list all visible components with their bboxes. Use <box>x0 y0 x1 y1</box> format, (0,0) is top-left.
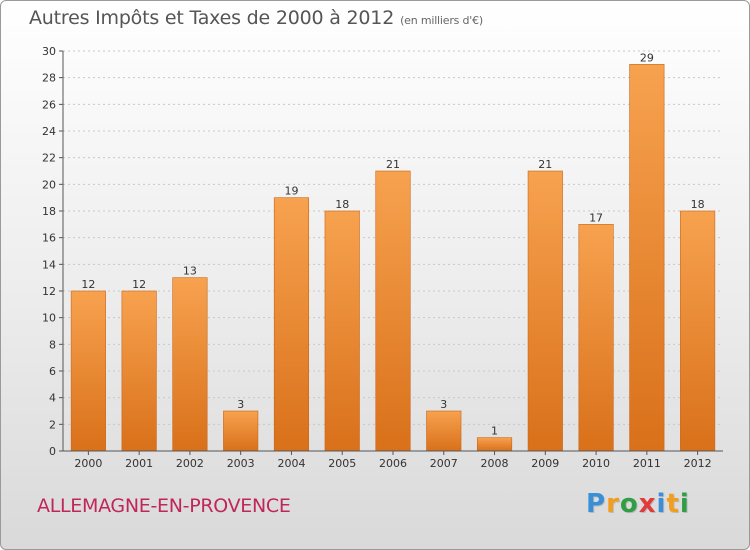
bar <box>375 170 411 452</box>
bar-value-label: 12 <box>81 278 95 291</box>
bar-value-label: 29 <box>640 51 654 64</box>
bar-value-label: 21 <box>538 158 552 171</box>
bar <box>324 210 360 452</box>
y-tick-label: 16 <box>42 232 56 245</box>
x-tick-label: 2011 <box>633 457 661 470</box>
y-tick-label: 8 <box>49 338 56 351</box>
bar-value-label: 17 <box>589 211 603 224</box>
logo-letter: x <box>638 489 657 519</box>
bar-value-label: 18 <box>335 198 349 211</box>
chart-title: Autres Impôts et Taxes de 2000 à 2012 (en… <box>29 7 483 29</box>
logo-letter: P <box>586 489 607 519</box>
bar-value-label: 21 <box>386 158 400 171</box>
place-name: ALLEMAGNE-EN-PROVENCE <box>37 495 291 517</box>
bar <box>680 210 716 452</box>
chart-subtitle: (en milliers d'€) <box>400 14 483 27</box>
proxiti-logo: Proxiti <box>586 489 690 519</box>
bar <box>172 277 208 452</box>
logo-letter: o <box>619 489 639 519</box>
bar-value-label: 18 <box>691 198 705 211</box>
bar <box>223 410 259 452</box>
x-tick-label: 2009 <box>531 457 559 470</box>
y-tick-label: 30 <box>42 45 56 58</box>
bar <box>578 224 614 452</box>
bar <box>70 290 106 452</box>
logo-letter: i <box>656 489 667 519</box>
y-tick-label: 0 <box>49 445 56 458</box>
bar <box>629 64 665 452</box>
y-tick-label: 26 <box>42 98 56 111</box>
chart-title-text: Autres Impôts et Taxes de 2000 à 2012 <box>29 7 395 29</box>
bar-value-label: 13 <box>183 265 197 278</box>
x-tick-label: 2006 <box>379 457 407 470</box>
x-tick-label: 2012 <box>684 457 712 470</box>
y-tick-label: 18 <box>42 205 56 218</box>
bar-value-label: 3 <box>440 398 447 411</box>
bar <box>273 197 310 452</box>
logo-letter: i <box>679 489 690 519</box>
y-tick-label: 10 <box>42 312 56 325</box>
y-tick-label: 24 <box>42 125 56 138</box>
x-tick-label: 2010 <box>582 457 610 470</box>
bar-value-label: 19 <box>284 185 298 198</box>
y-tick-label: 28 <box>42 72 56 85</box>
y-tick-label: 4 <box>49 392 56 405</box>
y-tick-label: 12 <box>42 285 56 298</box>
y-tick-label: 14 <box>42 258 56 271</box>
bar <box>527 170 563 452</box>
x-tick-label: 2002 <box>176 457 204 470</box>
x-tick-label: 2000 <box>74 457 102 470</box>
bar-value-label: 12 <box>132 278 146 291</box>
y-tick-label: 22 <box>42 152 56 165</box>
x-tick-label: 2003 <box>227 457 255 470</box>
bar <box>426 410 462 452</box>
y-tick-label: 20 <box>42 178 56 191</box>
x-tick-label: 2004 <box>277 457 305 470</box>
y-tick-label: 6 <box>49 365 56 378</box>
logo-letter: r <box>606 489 620 519</box>
bar <box>476 437 513 452</box>
y-tick-label: 2 <box>49 418 56 431</box>
x-tick-label: 2001 <box>125 457 153 470</box>
x-tick-label: 2008 <box>481 457 509 470</box>
bar-value-label: 1 <box>491 425 498 438</box>
x-tick-label: 2007 <box>430 457 458 470</box>
bar-value-label: 3 <box>237 398 244 411</box>
bar <box>121 290 157 452</box>
logo-letter: t <box>666 489 680 519</box>
x-tick-label: 2005 <box>328 457 356 470</box>
